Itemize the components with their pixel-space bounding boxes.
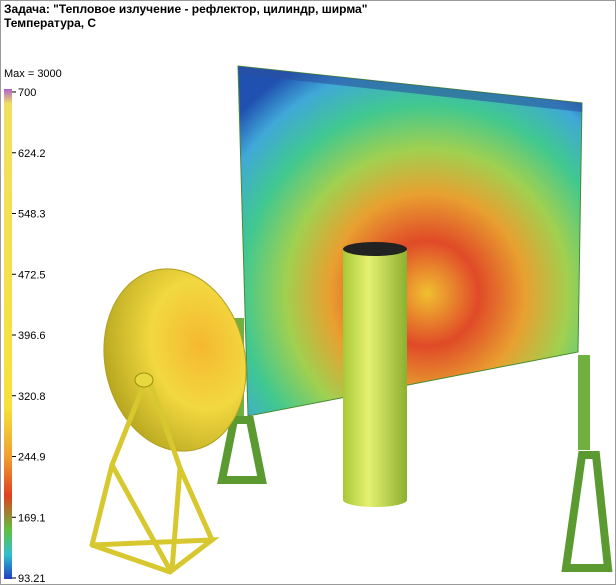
tick-label: 320.8 xyxy=(18,391,46,403)
tick-label: 169.1 xyxy=(18,512,46,524)
legend-max: Max = 3000 xyxy=(4,68,62,80)
screenshot: Задача: "Тепловое излучение - рефлектор,… xyxy=(0,0,616,585)
tick-label: 472.5 xyxy=(18,269,46,281)
tick-label: 93.21 xyxy=(18,573,46,585)
tick-label: 548.3 xyxy=(18,209,46,221)
tick-label: 624.2 xyxy=(18,148,46,160)
colorbar xyxy=(4,89,12,579)
title: Задача: "Тепловое излучение - рефлектор,… xyxy=(4,2,367,16)
tick-label: 396.6 xyxy=(18,330,46,342)
subtitle: Температура, С xyxy=(4,16,96,30)
tick-label: 700 xyxy=(18,87,36,99)
tick-label: 244.9 xyxy=(18,452,46,464)
